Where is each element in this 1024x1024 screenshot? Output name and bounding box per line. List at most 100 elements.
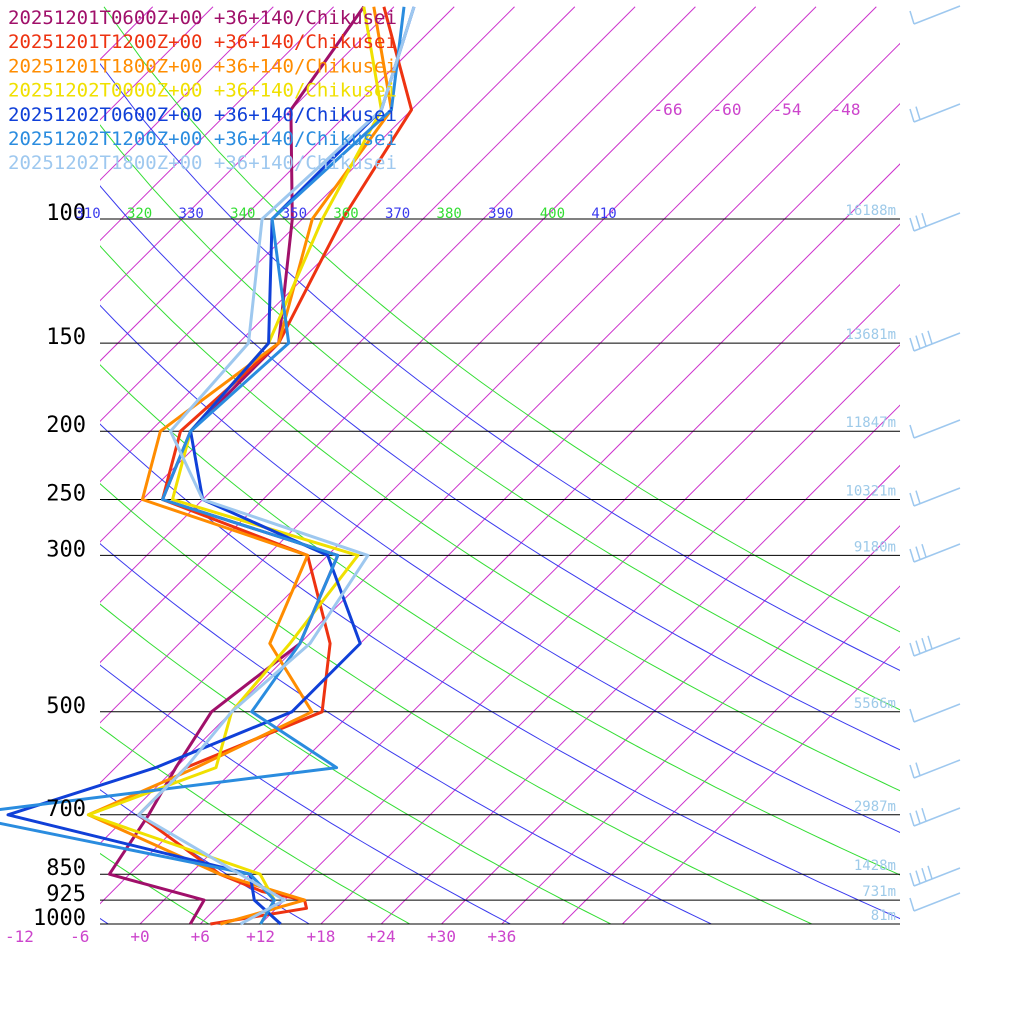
height-label: 11847m bbox=[845, 415, 896, 431]
dry-adiabat bbox=[100, 423, 900, 920]
height-label: 81m bbox=[871, 908, 896, 924]
upper-temperature-label: -54 bbox=[773, 100, 802, 119]
isotherm bbox=[441, 464, 900, 924]
height-label: 731m bbox=[862, 884, 896, 900]
theta-label: 390 bbox=[488, 206, 513, 222]
isotherm bbox=[100, 6, 696, 603]
wind-barb bbox=[909, 487, 961, 507]
height-label: 10321m bbox=[845, 484, 896, 500]
isotherm bbox=[100, 6, 274, 181]
height-label: 13681m bbox=[845, 327, 896, 343]
series-7-line bbox=[137, 6, 416, 926]
height-label: 9180m bbox=[854, 539, 896, 555]
pressure-label-250: 250 bbox=[46, 482, 86, 507]
height-label: 2987m bbox=[854, 799, 896, 815]
legend-entry: 20251201T1800Z+00 +36+140/Chikusei bbox=[8, 55, 397, 77]
legend-entry: 20251202T1200Z+00 +36+140/Chikusei bbox=[8, 128, 397, 150]
wind-barb bbox=[909, 635, 961, 657]
isotherm bbox=[100, 6, 576, 483]
upper-temperature-label: -66 bbox=[654, 100, 683, 119]
legend-entry: 20251202T1800Z+00 +36+140/Chikusei bbox=[8, 152, 397, 174]
temperature-tick-label: +6 bbox=[191, 927, 210, 946]
dry-adiabat bbox=[103, 6, 900, 633]
pressure-label-200: 200 bbox=[46, 413, 86, 438]
isotherm bbox=[100, 6, 334, 242]
isotherm bbox=[199, 223, 900, 924]
height-label: 16188m bbox=[845, 203, 896, 219]
wind-barb bbox=[909, 330, 961, 352]
isotherm bbox=[139, 163, 900, 924]
legend-entry: 20251202T0600Z+00 +36+140/Chikusei bbox=[8, 104, 397, 126]
upper-temperature-label: -60 bbox=[713, 100, 742, 119]
theta-label: 370 bbox=[385, 206, 410, 222]
pressure-label-500: 500 bbox=[46, 694, 86, 719]
dry-adiabat bbox=[100, 852, 210, 924]
isotherm bbox=[100, 6, 395, 302]
wind-barb bbox=[909, 543, 961, 563]
pressure-label-700: 700 bbox=[46, 797, 86, 822]
height-label: 5566m bbox=[854, 696, 896, 712]
theta-label: 360 bbox=[333, 206, 358, 222]
theta-label: 330 bbox=[179, 206, 204, 222]
isotherm bbox=[320, 344, 900, 924]
legend-entry: 20251201T1200Z+00 +36+140/Chikusei bbox=[8, 31, 397, 53]
isotherm bbox=[100, 6, 817, 724]
isotherm bbox=[100, 6, 455, 362]
wind-barb bbox=[909, 212, 961, 232]
wind-barb bbox=[909, 759, 961, 779]
pressure-label-150: 150 bbox=[46, 325, 86, 350]
theta-label: 380 bbox=[437, 206, 462, 222]
wind-barb bbox=[909, 892, 961, 912]
temperature-tick-label: -6 bbox=[70, 927, 89, 946]
wind-barbs bbox=[909, 5, 961, 912]
series-6-line bbox=[0, 6, 406, 925]
series-5-line bbox=[6, 6, 416, 926]
theta-label: 350 bbox=[282, 206, 307, 222]
temperature-tick-label: +36 bbox=[487, 927, 516, 946]
isotherm bbox=[100, 6, 877, 784]
height-label: 1428m bbox=[854, 858, 896, 874]
pressure-label-100: 100 bbox=[46, 201, 86, 226]
legend-entry: 20251202T0000Z+00 +36+140/Chikusei bbox=[8, 80, 397, 102]
temperature-tick-label: +18 bbox=[306, 927, 335, 946]
theta-label: 340 bbox=[230, 206, 255, 222]
isotherm bbox=[622, 645, 900, 924]
temperature-tick-label: +12 bbox=[246, 927, 275, 946]
isotherm bbox=[100, 6, 757, 664]
dry-adiabat bbox=[100, 726, 411, 924]
pressure-label-300: 300 bbox=[46, 537, 86, 562]
dry-adiabat bbox=[100, 124, 900, 711]
upper-temperature-label: -48 bbox=[832, 100, 861, 119]
wind-barb bbox=[909, 807, 961, 827]
dry-adiabat bbox=[100, 664, 511, 924]
dry-adiabat bbox=[100, 185, 900, 751]
wind-barb bbox=[909, 103, 961, 123]
isotherm bbox=[100, 6, 515, 423]
temperature-tick-label: +0 bbox=[130, 927, 149, 946]
dry-adiabat bbox=[0, 7, 8, 924]
dry-adiabat bbox=[100, 789, 310, 924]
theta-label: 320 bbox=[127, 206, 152, 222]
dry-adiabat bbox=[100, 62, 900, 672]
wind-barb bbox=[909, 5, 961, 25]
wind-barb bbox=[909, 865, 961, 887]
legend: 20251201T0600Z+00 +36+140/Chikusei202512… bbox=[8, 7, 397, 174]
sounding-traces bbox=[0, 5, 416, 926]
dry-adiabat bbox=[100, 304, 900, 833]
isobars bbox=[100, 218, 900, 925]
wind-barb bbox=[909, 419, 961, 439]
dry-adiabat bbox=[100, 245, 900, 792]
wind-barb bbox=[909, 703, 961, 723]
theta-label: 400 bbox=[540, 206, 565, 222]
dry-adiabat bbox=[100, 483, 813, 924]
pressure-label-850: 850 bbox=[46, 856, 86, 881]
background-lines bbox=[0, 6, 900, 924]
dry-adiabat bbox=[100, 543, 712, 924]
temperature-tick-label: +30 bbox=[427, 927, 456, 946]
pressure-label-925: 925 bbox=[46, 882, 86, 907]
isotherm bbox=[380, 404, 900, 924]
theta-label: 410 bbox=[591, 206, 616, 222]
isotherm bbox=[501, 525, 900, 924]
temperature-tick-label: +24 bbox=[367, 927, 396, 946]
